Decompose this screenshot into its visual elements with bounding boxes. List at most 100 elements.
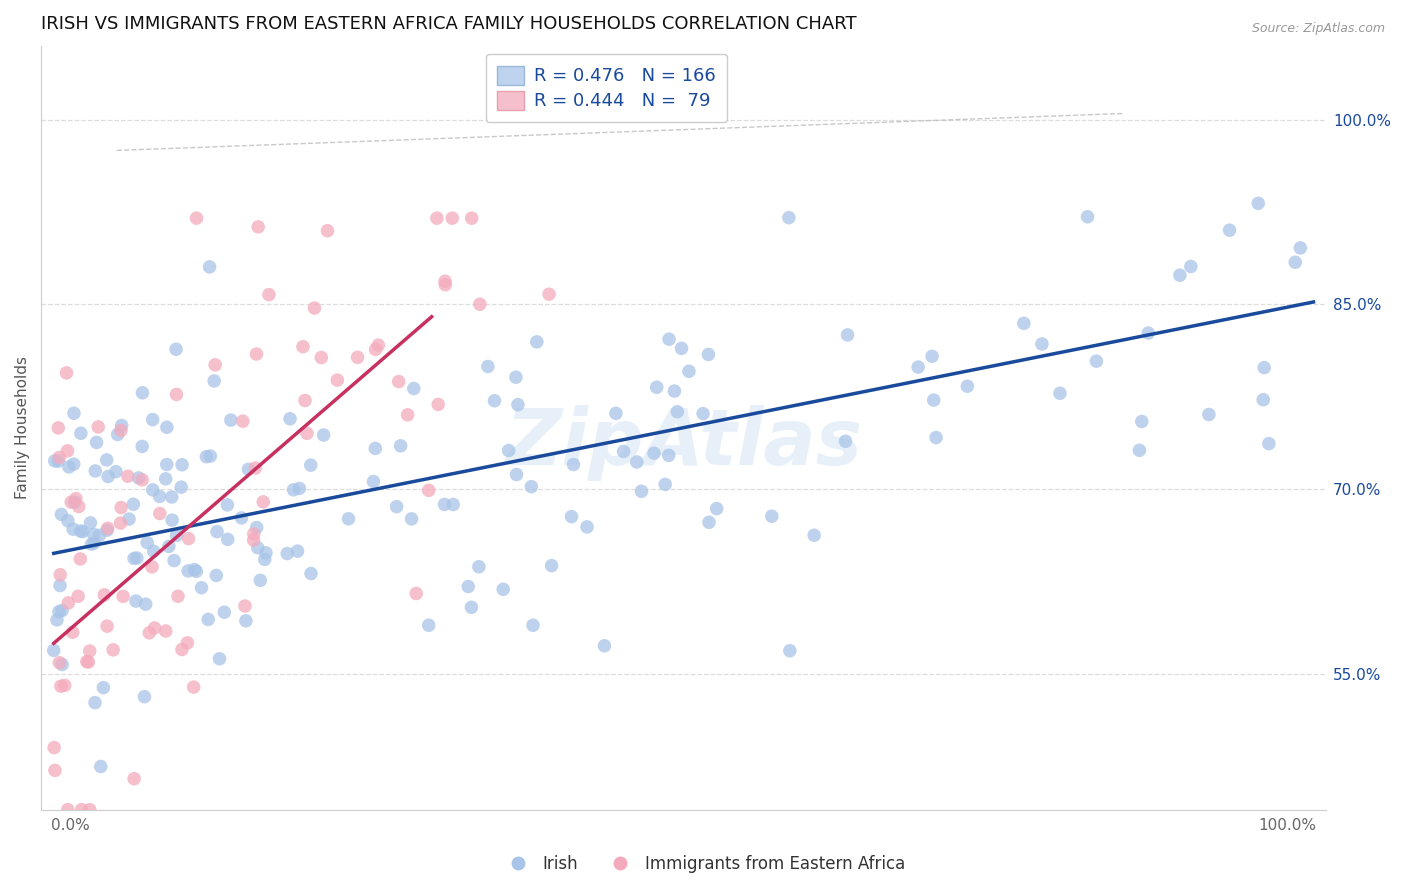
Point (122, 497, 145, 511)
Point (48, 605, 70, 619)
Point (42, 643, 65, 657)
Point (167, 589, 190, 603)
Point (198, 260, 221, 274)
Point (418, 618, 440, 632)
Point (283, 483, 305, 497)
Point (231, 511, 253, 525)
Point (434, 274, 457, 288)
Point (170, 642, 193, 657)
Point (311, 351, 333, 365)
Point (1137, 326, 1160, 340)
Point (645, 380, 668, 394)
Point (363, 475, 385, 489)
Point (506, 398, 529, 412)
Point (160, 490, 183, 504)
Point (155, 472, 177, 486)
Point (405, 586, 427, 600)
Point (143, 621, 166, 635)
Point (70, 426, 93, 441)
Point (364, 442, 387, 456)
Point (183, 563, 205, 577)
Point (165, 387, 187, 401)
Point (141, 559, 163, 574)
Point (97, 469, 120, 483)
Point (441, 498, 464, 512)
Point (156, 420, 179, 434)
Point (1077, 210, 1099, 224)
Point (562, 458, 585, 472)
Point (65, 491, 87, 506)
Point (593, 639, 616, 653)
Point (418, 483, 440, 498)
Point (131, 473, 153, 487)
Point (1257, 436, 1279, 450)
Point (1130, 415, 1153, 429)
Point (97, 521, 120, 535)
Point (276, 547, 298, 561)
Point (1168, 268, 1191, 283)
Point (67, 500, 90, 514)
Point (461, 211, 484, 226)
Point (56, 803, 79, 817)
Point (122, 551, 145, 566)
Point (55, 366, 77, 380)
Point (186, 211, 208, 226)
Point (56, 443, 79, 458)
Point (62, 522, 84, 536)
Point (643, 446, 665, 460)
Point (101, 643, 124, 657)
Point (79, 644, 101, 658)
Point (128, 471, 150, 485)
Point (86, 435, 108, 450)
Legend: R = 0.476   N = 166, R = 0.444   N =  79: R = 0.476 N = 166, R = 0.444 N = 79 (485, 54, 727, 121)
Point (613, 444, 636, 458)
Point (62, 457, 84, 471)
Point (1012, 316, 1035, 330)
Point (761, 509, 783, 524)
Point (58, 596, 80, 610)
Point (44, 740, 66, 755)
Point (190, 581, 212, 595)
Point (112, 590, 135, 604)
Point (921, 349, 943, 363)
Point (49, 578, 72, 592)
Point (62, 625, 84, 640)
Point (110, 500, 132, 515)
Point (118, 512, 141, 526)
Point (1198, 408, 1220, 422)
Point (697, 347, 720, 361)
Point (253, 552, 276, 566)
Point (205, 568, 228, 582)
Y-axis label: Family Households: Family Households (15, 356, 30, 500)
Point (107, 427, 129, 442)
Point (93, 588, 115, 602)
Point (204, 358, 226, 372)
Point (76, 655, 98, 669)
Point (522, 618, 544, 632)
Point (117, 469, 139, 483)
Point (1218, 223, 1240, 237)
Point (149, 507, 172, 521)
Point (278, 411, 301, 425)
Point (388, 375, 411, 389)
Point (136, 535, 159, 549)
Point (246, 520, 269, 534)
Point (1253, 360, 1275, 375)
Point (295, 426, 318, 441)
Point (87, 420, 110, 434)
Point (242, 527, 264, 541)
Point (110, 424, 132, 438)
Point (217, 498, 239, 512)
Point (492, 582, 515, 597)
Point (312, 428, 335, 442)
Point (299, 566, 322, 581)
Point (626, 455, 648, 469)
Point (233, 599, 256, 613)
Point (401, 512, 423, 526)
Point (922, 393, 945, 408)
Point (170, 480, 193, 494)
Point (110, 516, 132, 530)
Point (254, 546, 277, 560)
Point (468, 559, 491, 574)
Point (294, 393, 316, 408)
